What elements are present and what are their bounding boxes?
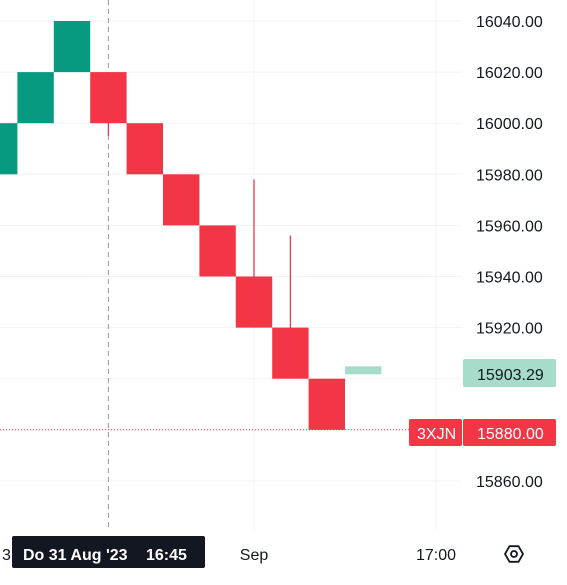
bricks <box>0 21 382 430</box>
y-axis-tick-label: 15980.00 <box>476 167 543 184</box>
brick-up <box>0 123 18 175</box>
x-axis[interactable]: Sep 17:00 <box>0 530 462 580</box>
brick-down <box>308 378 345 430</box>
brick-down <box>90 72 127 124</box>
projected-price-label: 15903.29 <box>463 359 556 387</box>
crosshair-time-text: 16:45 <box>146 547 187 564</box>
brick-down <box>235 276 273 328</box>
y-axis-tick-label: 16020.00 <box>476 65 543 82</box>
y-axis-tick-label: 15920.00 <box>476 321 543 338</box>
brick-up <box>17 72 54 124</box>
y-axis-tick-label: 15860.00 <box>476 474 543 491</box>
brick-down <box>126 123 163 175</box>
y-axis-tick-label: 15960.00 <box>476 218 543 235</box>
symbol-badge <box>409 419 462 446</box>
brick-down <box>199 225 236 277</box>
projected-brick <box>345 366 382 375</box>
x-axis-tick-label: 17:00 <box>416 547 456 564</box>
crosshair-time-badge <box>12 536 205 568</box>
last-price-badge <box>463 419 556 446</box>
y-axis-tick-label: 16040.00 <box>476 14 543 31</box>
last-price-text: 15880.00 <box>477 426 544 443</box>
crosshair-time-label: Do 31 Aug '23 16:45 <box>12 536 205 568</box>
y-axis-tick-label: 16000.00 <box>476 116 543 133</box>
x-axis-tick-label: Sep <box>240 547 269 564</box>
gear-icon[interactable] <box>504 545 524 563</box>
brick-down <box>272 327 309 379</box>
last-price-label: 3XJN 15880.00 <box>409 419 556 446</box>
symbol-text: 3XJN <box>417 426 456 443</box>
brick-up <box>53 21 91 73</box>
crosshair-date-text: Do 31 Aug '23 <box>23 547 128 564</box>
y-axis[interactable]: 16040.00 16020.00 16000.00 15980.00 15960.00… <box>462 0 567 530</box>
y-axis-tick-label: 15940.00 <box>476 270 543 287</box>
projected-price-badge <box>463 359 556 387</box>
brick-down <box>163 174 200 226</box>
projected-price-text: 15903.29 <box>477 367 544 384</box>
x-axis-left-cut-label: 3 <box>2 547 11 564</box>
